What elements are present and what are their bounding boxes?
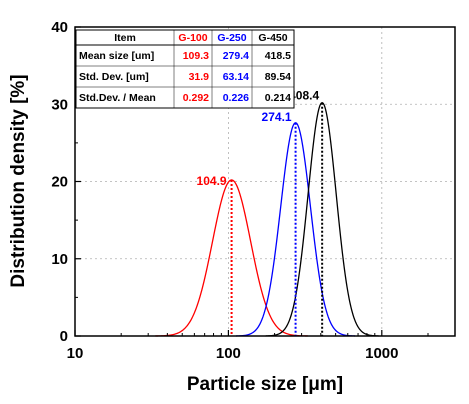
table-cell: 31.9	[189, 71, 210, 83]
table-row-label: Std.Dev. / Mean	[79, 92, 156, 104]
table-cell: 89.54	[265, 71, 291, 83]
table-cell: 0.292	[183, 92, 209, 104]
x-axis-title: Particle size [μm]	[187, 374, 343, 395]
y-tick-label: 10	[51, 251, 68, 268]
table-row-label: Std. Dev. [um]	[79, 71, 149, 83]
y-tick-label: 30	[51, 96, 68, 113]
table-header-cell: G-250	[217, 32, 246, 44]
table-header-cell: G-450	[258, 32, 287, 44]
table-cell: 0.214	[265, 92, 291, 104]
y-tick-label: 20	[51, 174, 68, 191]
table-cell: 418.5	[265, 50, 291, 62]
y-tick-label: 0	[60, 328, 68, 345]
x-tick-label: 100	[216, 345, 241, 362]
table-cell: 109.3	[183, 50, 209, 62]
table-row-label: Mean size [um]	[79, 50, 154, 62]
peak-label-g-250: 274.1	[262, 110, 292, 124]
table-cell: 63.14	[223, 71, 249, 83]
distribution-curves	[155, 102, 379, 337]
x-tick-label: 10	[67, 345, 84, 362]
table-cell: 279.4	[223, 50, 249, 62]
table-header-cell: G-100	[178, 32, 207, 44]
peak-label-g-100: 104.9	[197, 174, 227, 188]
y-tick-label: 40	[51, 19, 68, 36]
x-tick-label: 1000	[365, 345, 398, 362]
peak-label-g-450: 408.4	[289, 89, 319, 103]
peak-markers: 104.9 274.1 408.4	[197, 89, 324, 336]
table-frame	[75, 29, 295, 109]
y-axis-title: Distribution density [%]	[8, 74, 29, 287]
table-cell: 0.226	[223, 92, 249, 104]
table-header-cell: Item	[114, 32, 136, 44]
statistics-table: Item G-100 G-250 G-450 Mean size [um] 109.3 27…	[75, 29, 295, 109]
